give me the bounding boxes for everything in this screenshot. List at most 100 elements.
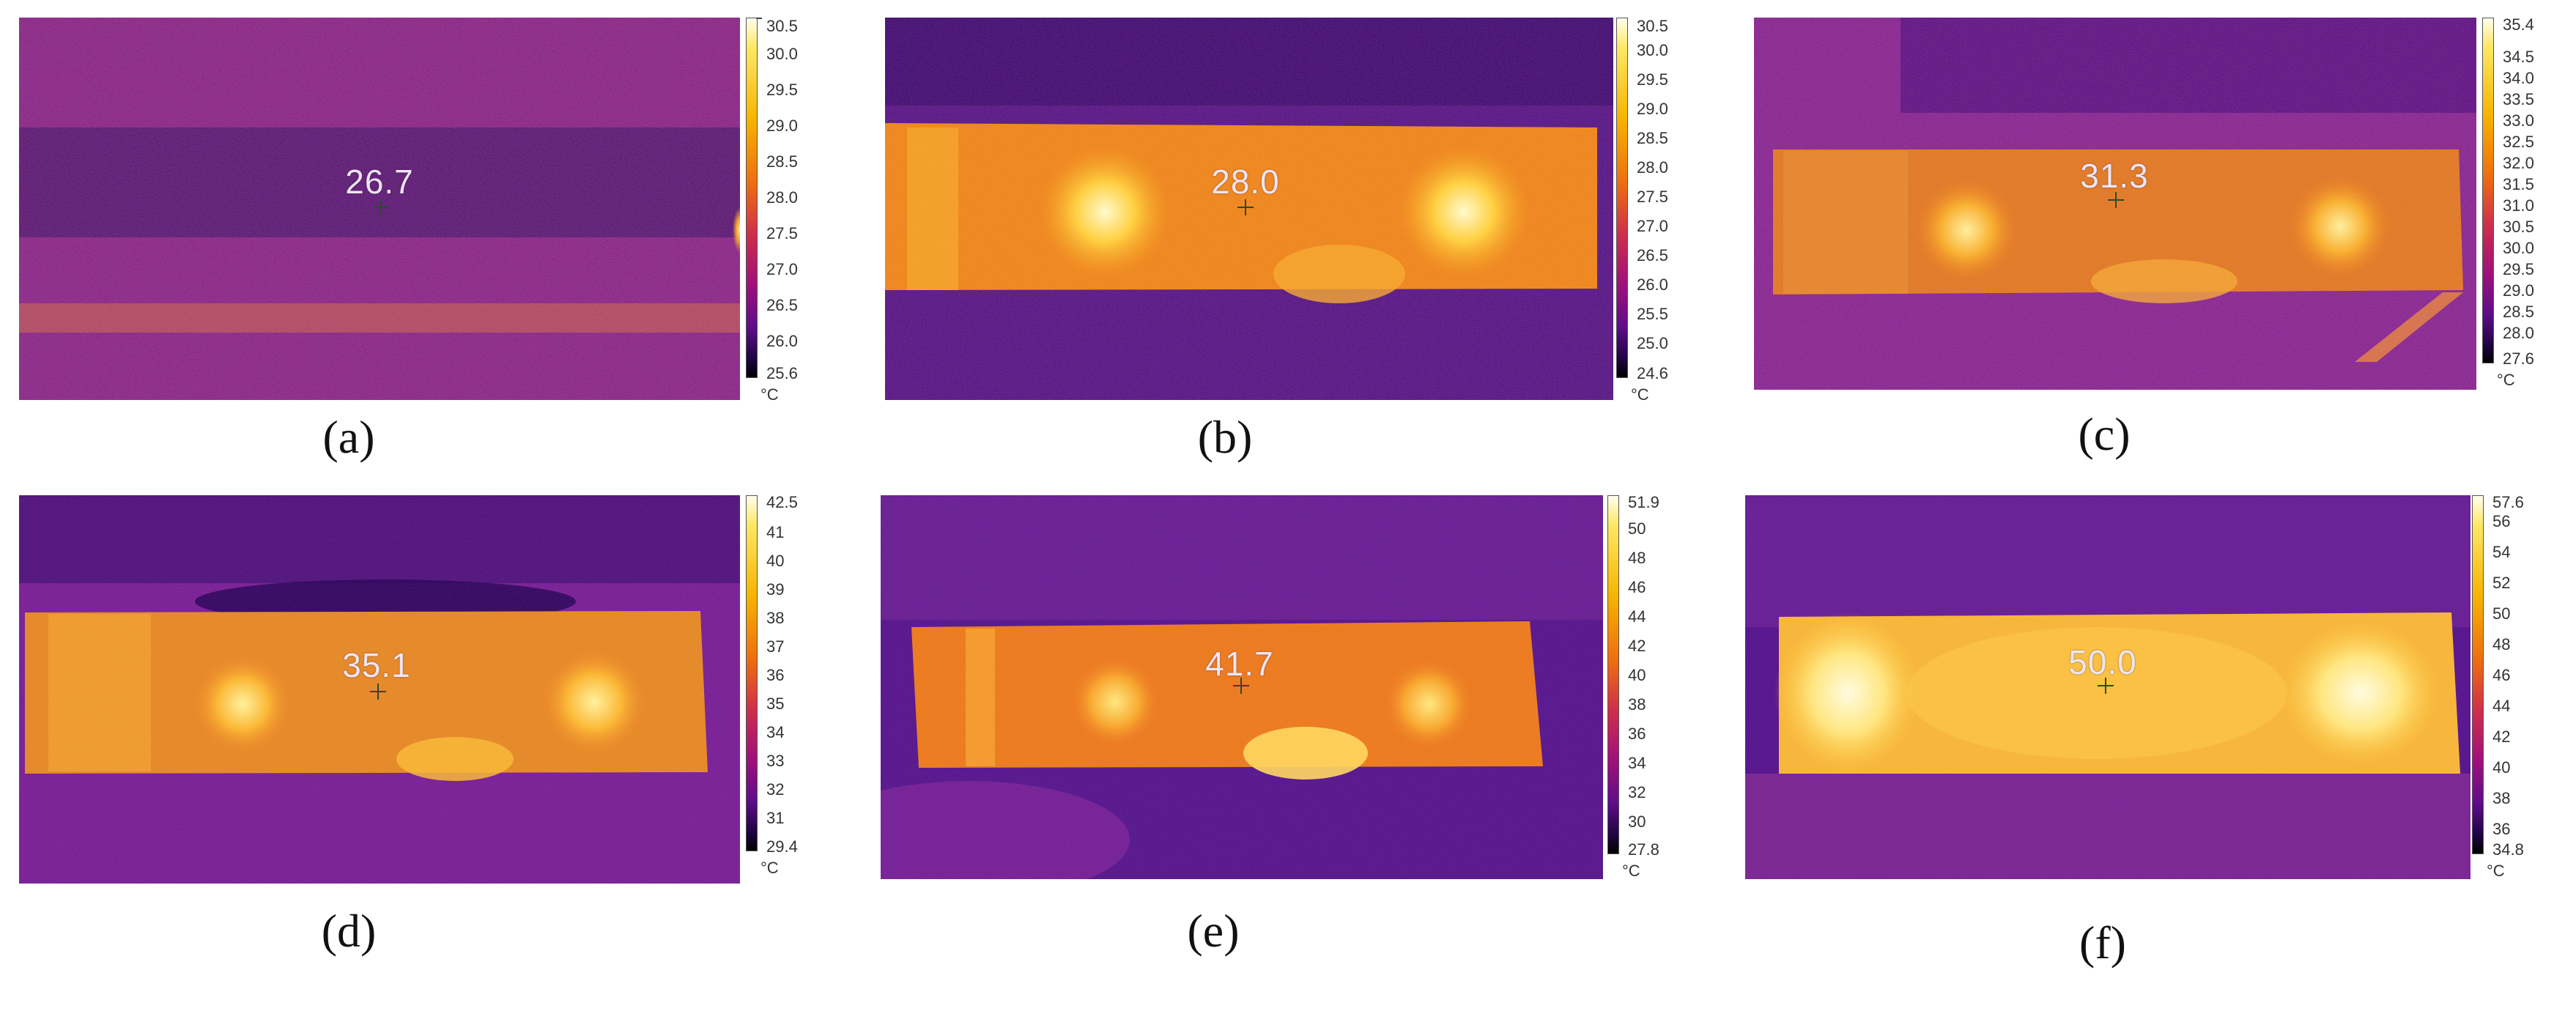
scale-label: 48	[1628, 549, 1646, 567]
color-bar-a	[746, 18, 758, 378]
scale-label: 32	[1628, 783, 1646, 801]
scale-label: 56	[2492, 512, 2511, 530]
spot-temperature-b: 28.0	[1211, 163, 1280, 201]
scale-label: 25.0	[1637, 334, 1668, 352]
panel-caption-c: (c)	[2078, 408, 2131, 460]
scale-label: 29.5	[766, 81, 798, 99]
spot-temperature-d: 35.1	[342, 646, 411, 684]
scale-label: 30.5	[766, 17, 798, 35]
scale-label: 57.6	[2492, 493, 2524, 511]
scale-label: 38	[2492, 789, 2511, 807]
scale-label: 36	[1628, 725, 1646, 743]
spot-temperature-e: 41.7	[1205, 645, 1274, 683]
thermal-image-d	[19, 495, 740, 884]
scale-label: 32.5	[2503, 133, 2534, 151]
scale-label: 36	[2492, 820, 2511, 838]
thermal-image-a	[19, 18, 740, 400]
color-bar-e	[1607, 495, 1619, 854]
scale-label: 46	[2492, 666, 2511, 684]
scale-label: 42	[1628, 637, 1646, 655]
scale-label: 31	[766, 809, 785, 827]
scale-label: 46	[1628, 578, 1646, 596]
scale-label: 40	[2492, 758, 2511, 777]
scale-tick	[756, 18, 762, 19]
color-bar-f	[2472, 495, 2484, 854]
scale-label: 42	[2492, 727, 2511, 746]
scale-label: 28.0	[766, 188, 798, 207]
thermal-image-f	[1745, 495, 2470, 879]
scale-label: 26.0	[766, 332, 798, 350]
scale-label: 34.8	[2492, 840, 2524, 859]
panel-caption-d: (d)	[321, 905, 377, 957]
scale-label: 40	[1628, 666, 1646, 684]
scale-label: 27.5	[1637, 188, 1668, 206]
crosshair-marker-f	[2098, 678, 2114, 694]
scale-label: 29.0	[2503, 281, 2534, 300]
scale-label: 27.0	[1637, 217, 1668, 235]
scale-label: 31.0	[2503, 196, 2534, 215]
scale-label: 35	[766, 695, 785, 713]
scale-label: 29.0	[766, 116, 798, 135]
unit-label: °C	[2487, 862, 2505, 880]
scale-label: 54	[2492, 543, 2511, 561]
scale-label: 27.8	[1628, 840, 1659, 859]
scale-label: 36	[766, 666, 785, 684]
scale-label: 27.0	[766, 260, 798, 278]
scale-label: 40	[766, 552, 785, 570]
unit-label: °C	[2497, 371, 2515, 389]
color-bar-c	[2482, 18, 2494, 363]
scale-label: 41	[766, 523, 785, 541]
scale-label: 48	[2492, 635, 2511, 653]
scale-label: 28.5	[766, 152, 798, 171]
scale-label: 30.0	[1637, 41, 1668, 59]
scale-label: 26.5	[1637, 246, 1668, 264]
scale-label: 33.5	[2503, 90, 2534, 108]
scale-label: 30.5	[1637, 17, 1668, 35]
scale-label: 28.5	[1637, 129, 1668, 147]
thermal-image-e	[881, 495, 1603, 879]
scale-label: 44	[2492, 697, 2511, 715]
scale-label: 25.5	[1637, 305, 1668, 323]
scale-label: 29.5	[1637, 70, 1668, 89]
scale-label: 51.9	[1628, 493, 1659, 511]
scale-label: 30	[1628, 812, 1646, 831]
unit-label: °C	[760, 859, 779, 877]
unit-label: °C	[760, 385, 779, 404]
scale-label: 29.5	[2503, 260, 2534, 278]
panel-caption-f: (f)	[2079, 916, 2126, 969]
scale-label: 30.0	[2503, 239, 2534, 257]
scale-label: 32	[766, 780, 785, 799]
scale-label: 29.4	[766, 837, 798, 856]
scale-label: 44	[1628, 607, 1646, 626]
scale-label: 30.0	[766, 45, 798, 63]
scale-label: 29.0	[1637, 100, 1668, 118]
scale-label: 33.0	[2503, 111, 2534, 130]
panel-caption-b: (b)	[1197, 411, 1253, 463]
unit-label: °C	[1622, 862, 1640, 880]
scale-label: 34.0	[2503, 69, 2534, 87]
scale-label: 52	[2492, 574, 2511, 592]
scale-label: 28.5	[2503, 303, 2534, 321]
panel-caption-a: (a)	[322, 411, 375, 463]
scale-label: 50	[2492, 604, 2511, 623]
crosshair-marker-a	[373, 199, 389, 215]
scale-label: 35.4	[2503, 15, 2534, 34]
scale-label: 32.0	[2503, 154, 2534, 172]
scale-label: 50	[1628, 519, 1646, 538]
scale-label: 38	[1628, 695, 1646, 714]
panel-caption-e: (e)	[1187, 905, 1240, 957]
unit-label: °C	[1631, 385, 1649, 404]
crosshair-marker-c	[2108, 192, 2124, 208]
crosshair-marker-d	[370, 684, 386, 700]
crosshair-marker-e	[1233, 678, 1249, 694]
scale-label: 27.6	[2503, 349, 2534, 368]
scale-label: 30.5	[2503, 218, 2534, 236]
spot-temperature-c: 31.3	[2080, 157, 2149, 195]
scale-label: 33	[766, 752, 785, 770]
scale-label: 34.5	[2503, 48, 2534, 66]
scale-label: 24.6	[1637, 364, 1668, 382]
scale-label: 34	[766, 723, 785, 741]
scale-label: 38	[766, 609, 785, 627]
scale-label: 28.0	[2503, 324, 2534, 342]
scale-label: 28.0	[1637, 158, 1668, 177]
